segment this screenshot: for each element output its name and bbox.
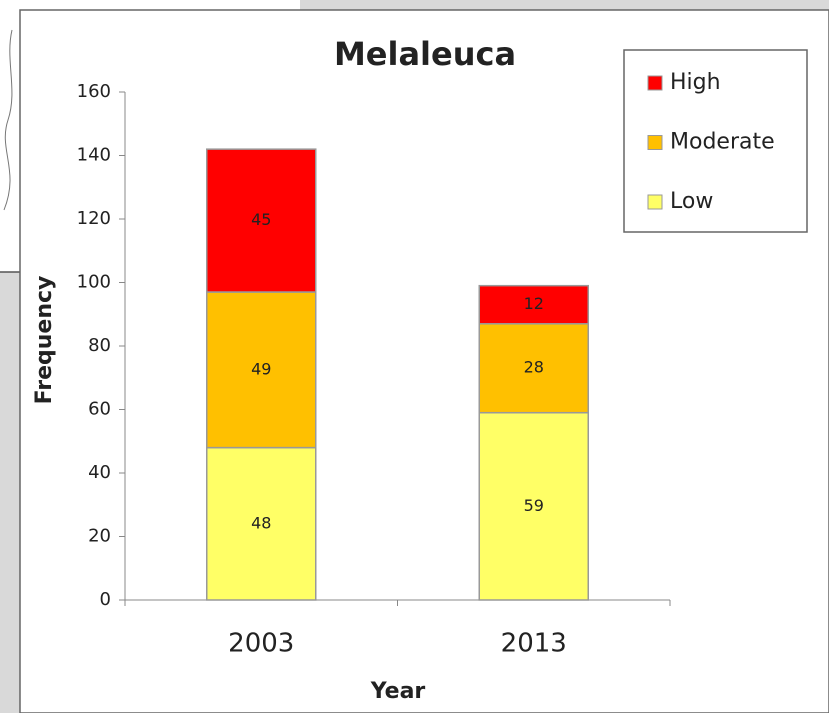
chart-title: Melaleuca (334, 35, 516, 73)
y-tick-label: 140 (77, 145, 111, 166)
bar-segment (206, 148, 317, 293)
data-label: 28 (524, 358, 544, 377)
y-axis-label: Frequency (32, 276, 57, 405)
y-tick-label: 80 (88, 335, 111, 356)
bar-segment (206, 446, 317, 601)
x-tick-label: 2013 (501, 629, 567, 659)
x-tick-label: 2003 (228, 629, 294, 659)
bar-segment (478, 284, 589, 325)
y-tick-label: 100 (77, 272, 111, 293)
map-outline (3, 29, 13, 211)
legend-swatch (647, 75, 663, 91)
legend-swatch (647, 194, 663, 210)
data-label: 59 (524, 496, 544, 515)
data-label: 49 (251, 359, 271, 378)
y-tick-label: 20 (88, 526, 111, 547)
legend-label: Low (670, 189, 713, 214)
y-tick-label: 160 (77, 81, 111, 102)
data-label: 45 (251, 210, 271, 229)
y-tick-label: 0 (100, 589, 111, 610)
data-label: 48 (251, 513, 271, 532)
y-tick-label: 60 (88, 399, 111, 420)
data-label: 12 (524, 294, 544, 313)
bar-segment (478, 411, 589, 601)
legend-label: Moderate (670, 130, 775, 155)
x-axis-label: Year (370, 679, 426, 704)
legend-swatch (647, 135, 663, 150)
y-tick-label: 40 (88, 462, 111, 483)
legend-label: High (670, 70, 721, 95)
y-tick-label: 120 (77, 208, 111, 229)
bar-segment (206, 291, 317, 449)
